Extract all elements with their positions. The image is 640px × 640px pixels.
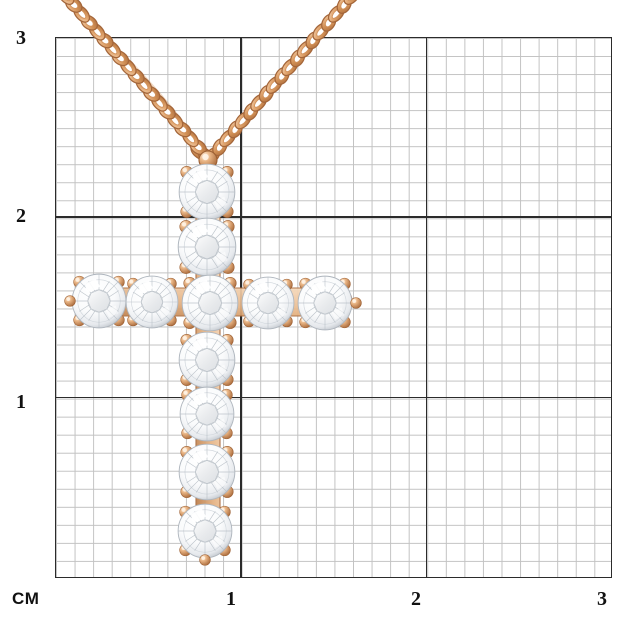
y-axis-tick-3: 3: [16, 27, 26, 49]
x-axis-tick-2: 2: [411, 588, 421, 610]
major-gridline-x-1: [240, 38, 242, 577]
minor-gridlines: [56, 38, 611, 577]
major-gridline-y-2: [56, 216, 611, 218]
y-axis-tick-2: 2: [16, 205, 26, 227]
major-gridline-y-1: [56, 396, 611, 399]
measurement-grid: [55, 37, 612, 578]
unit-label-cm: CM: [12, 589, 40, 608]
x-axis-tick-3: 3: [597, 588, 607, 610]
major-gridline-x-2: [425, 38, 428, 577]
x-axis-tick-1: 1: [226, 588, 236, 610]
y-axis-tick-1: 1: [16, 391, 26, 413]
